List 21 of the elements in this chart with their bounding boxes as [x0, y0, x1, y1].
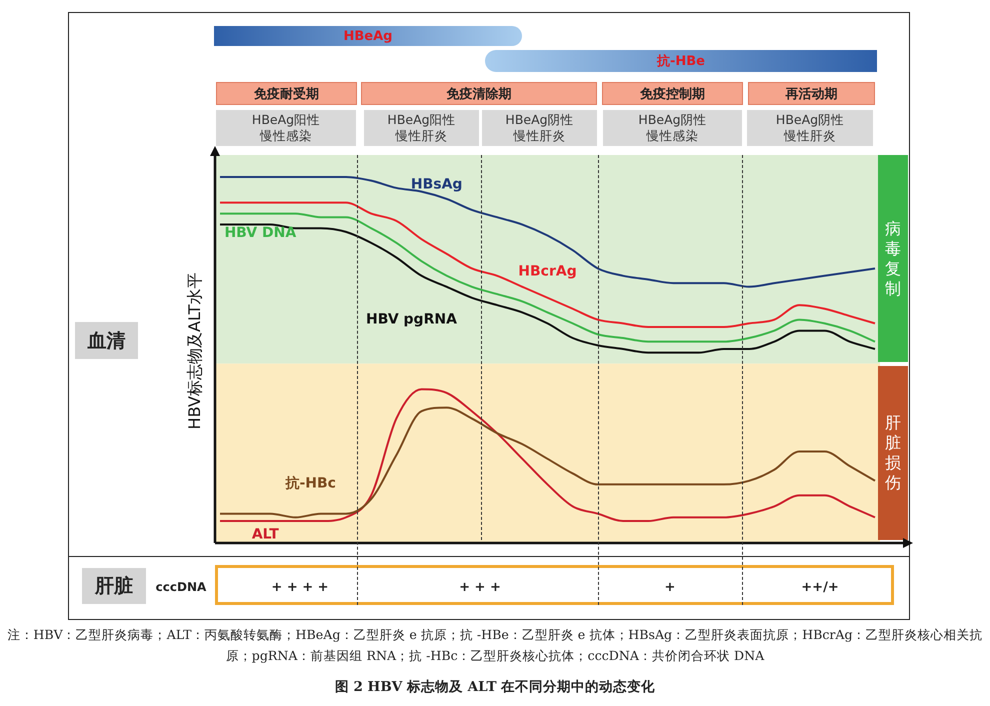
series-label: HBV DNA — [224, 225, 296, 242]
series-label: HBsAg — [410, 176, 462, 193]
text: HBeAg阴性慢性肝炎 — [504, 112, 575, 144]
series-label: HBcrAg — [518, 263, 577, 280]
text: 图 2 HBV 标志物及 ALT 在不同分期中的动态变化 — [334, 678, 656, 697]
text: ++/+ — [800, 578, 840, 596]
series-label: 抗-HBc — [284, 475, 336, 492]
band-label: 肝脏损伤 — [884, 413, 902, 493]
text: + + + — [458, 578, 502, 596]
text: HBeAg阳性慢性肝炎 — [386, 112, 457, 144]
text: HBeAg阴性慢性肝炎 — [774, 112, 846, 144]
text: HBeAg阳性慢性感染 — [250, 112, 322, 144]
text: + — [664, 578, 676, 596]
text: + + + + — [270, 578, 330, 596]
band-label: 病毒复制 — [884, 218, 902, 298]
y-axis-title: HBV标志物及ALT水平 — [184, 272, 204, 432]
text: 注：HBV：乙型肝炎病毒；ALT：丙氨酸转氨酶；HBeAg：乙型肝炎 e 抗原；抗 -HBe：乙型肝炎 e 抗体；HBsAg：乙型肝炎表面抗原；HBcrAg：乙型肝炎核心相关抗原；pgRNA：前基因组 RNA；抗 -HBc：乙型肝炎核心抗体；cccDNA：共价闭合环状 DNA — [6, 626, 984, 665]
text: HBeAg阴性慢性感染 — [637, 112, 708, 144]
text: cccDNA — [154, 579, 208, 596]
series-label: ALT — [252, 526, 280, 543]
series-label: HBV pgRNA — [366, 311, 458, 328]
